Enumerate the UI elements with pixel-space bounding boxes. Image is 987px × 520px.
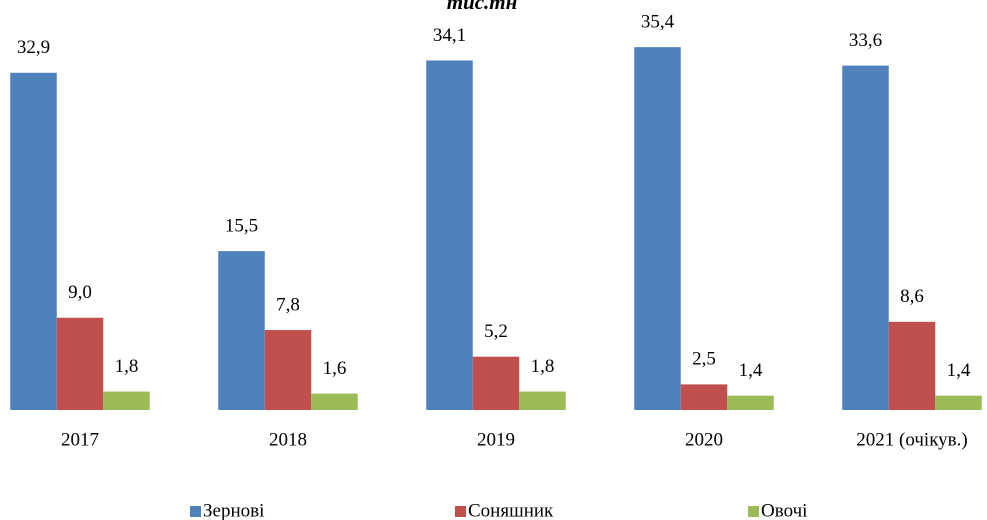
bar: [472, 356, 520, 410]
legend-swatch: [455, 506, 466, 517]
bar: [634, 47, 681, 411]
x-tick-label: 2021 (очікув.): [856, 429, 967, 450]
bar: [680, 384, 728, 410]
data-label: 34,1: [433, 25, 466, 46]
data-label: 8,6: [900, 286, 924, 307]
x-tick-label: 2017: [61, 429, 99, 450]
bar: [103, 391, 150, 410]
bar: [264, 330, 312, 410]
data-label: 1,6: [323, 358, 347, 379]
data-label: 9,0: [68, 282, 92, 303]
bar: [426, 60, 473, 410]
data-label: 1,4: [739, 360, 763, 381]
data-label: 1,8: [531, 356, 555, 377]
data-label: 5,2: [484, 321, 508, 342]
data-label: 35,4: [641, 12, 675, 33]
legend-swatch: [190, 506, 201, 517]
x-tick-label: 2018: [269, 429, 307, 450]
data-label: 7,8: [276, 294, 300, 315]
data-label: 32,9: [17, 37, 50, 58]
bar: [311, 393, 358, 410]
legend-label: Овочі: [761, 500, 807, 520]
legend-label: Зернові: [203, 500, 264, 520]
data-label: 15,5: [225, 215, 258, 236]
data-label: 1,8: [115, 356, 139, 377]
x-tick-label: 2020: [685, 429, 723, 450]
bar: [10, 72, 57, 411]
bar: [519, 391, 566, 410]
bar: [842, 65, 889, 410]
legend-label: Соняшник: [468, 500, 554, 520]
data-label: 33,6: [849, 30, 882, 51]
bar: [56, 317, 104, 410]
bar: [888, 321, 936, 410]
chart-title: тис.тн: [447, 0, 518, 14]
bar: [935, 395, 982, 410]
x-tick-label: 2019: [477, 429, 515, 450]
legend-swatch: [748, 506, 759, 517]
data-label: 1,4: [947, 360, 971, 381]
bar: [218, 251, 265, 410]
data-label: 2,5: [692, 349, 716, 370]
bar: [727, 395, 774, 410]
